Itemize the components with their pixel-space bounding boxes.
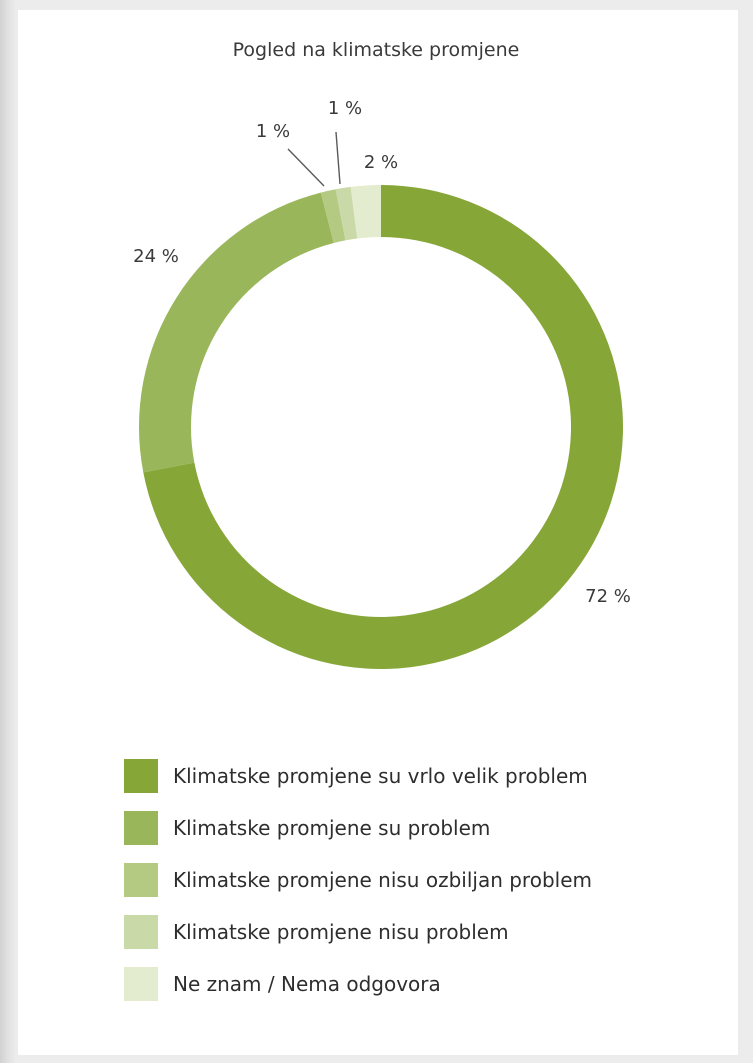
legend-label-2: Klimatske promjene su problem [173, 816, 490, 840]
data-label-5: 2 % [364, 152, 398, 173]
label-leader-lines [287, 131, 341, 187]
legend-swatch-5 [124, 967, 158, 1001]
legend-swatch-3 [124, 863, 158, 897]
donut-slice-4 [335, 186, 358, 241]
leader-line-4 [335, 131, 341, 185]
leader-line-3 [287, 148, 325, 187]
legend-label-5: Ne znam / Nema odgovora [173, 972, 441, 996]
data-label-3: 1 % [256, 121, 290, 142]
data-labels: 72 % 24 % 1 % 1 % 2 % [133, 98, 631, 607]
data-label-4: 1 % [328, 98, 362, 119]
legend-swatch-4 [124, 915, 158, 949]
data-label-2: 24 % [133, 246, 179, 267]
donut-slice-5 [350, 185, 381, 239]
legend-swatch-2 [124, 811, 158, 845]
legend: Klimatske promjene su vrlo velik problem… [124, 759, 592, 1001]
legend-label-3: Klimatske promjene nisu ozbiljan problem [173, 868, 592, 892]
legend-label-4: Klimatske promjene nisu problem [173, 920, 509, 944]
legend-label-1: Klimatske promjene su vrlo velik problem [173, 764, 588, 788]
chart-title: Pogled na klimatske promjene [233, 39, 520, 61]
donut-slice-3 [320, 189, 346, 243]
data-label-1: 72 % [585, 586, 631, 607]
donut-slices [138, 185, 623, 669]
legend-swatch-1 [124, 759, 158, 793]
donut-slice-2 [138, 192, 334, 473]
